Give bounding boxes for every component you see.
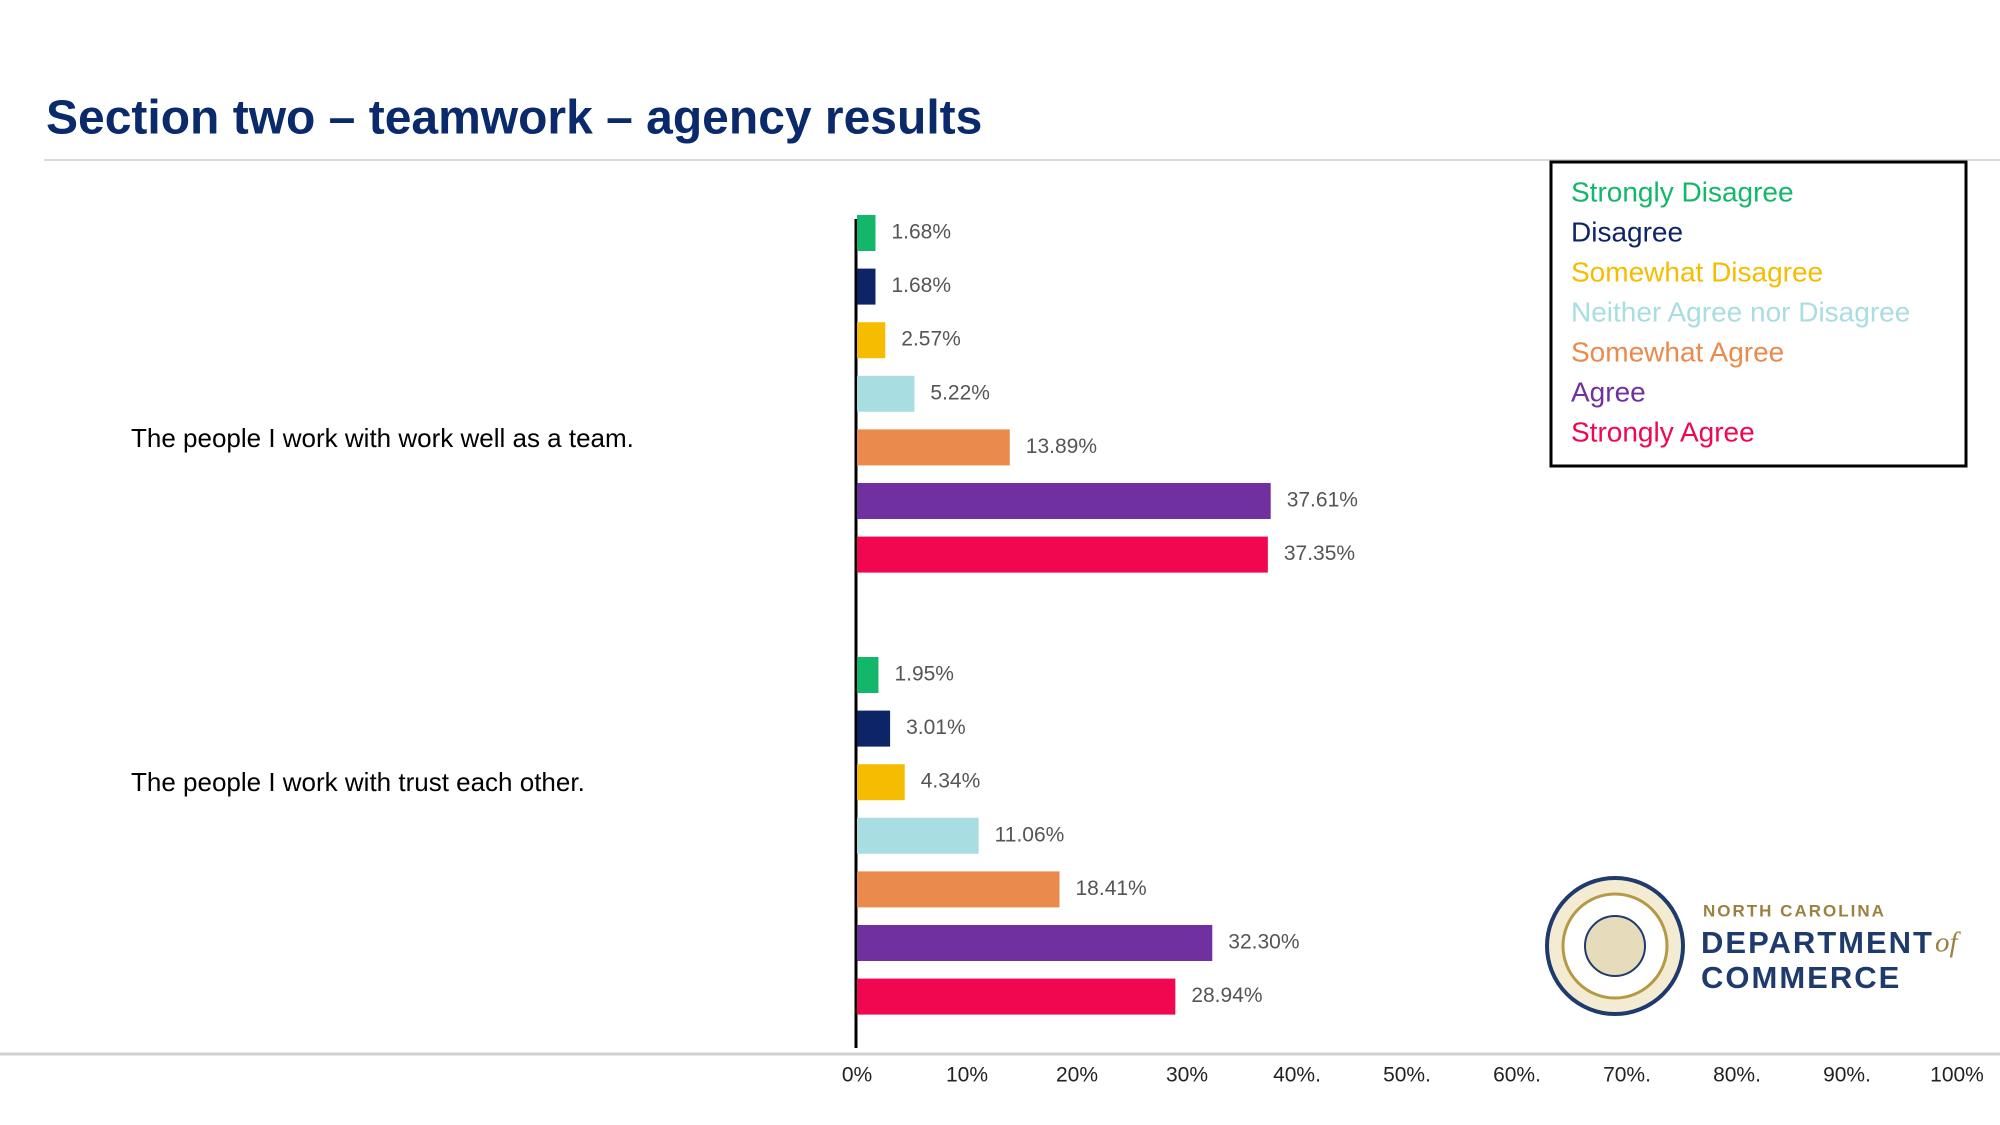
bar <box>857 871 1060 908</box>
value-label: 1.95% <box>894 663 954 686</box>
x-tick-label: 80%. <box>1713 1064 1761 1087</box>
seal-figure <box>1584 915 1646 977</box>
value-label: 18.41% <box>1076 877 1147 900</box>
value-label: 37.35% <box>1284 542 1355 565</box>
logo-line1: NORTH CAROLINA <box>1703 901 1886 920</box>
bar <box>857 657 879 693</box>
value-label: 32.30% <box>1228 931 1299 954</box>
x-tick-label: 60%. <box>1493 1064 1541 1087</box>
bar <box>857 925 1213 961</box>
value-label: 37.61% <box>1287 489 1358 512</box>
bar <box>857 817 979 854</box>
logo-line3: COMMERCE <box>1701 960 1901 995</box>
value-label: 3.01% <box>906 716 966 739</box>
value-label: 2.57% <box>901 328 961 351</box>
x-tick-label: 40%. <box>1273 1064 1321 1087</box>
legend-entry: Strongly Disagree <box>1571 176 1794 207</box>
x-tick-label: 70%. <box>1603 1064 1651 1087</box>
logo-of: of <box>1935 927 1962 959</box>
legend-entry: Strongly Agree <box>1571 416 1755 447</box>
legend-box <box>1549 160 1968 468</box>
x-tick-label: 30% <box>1166 1064 1208 1087</box>
value-label: 1.68% <box>891 221 951 244</box>
value-label: 1.68% <box>891 274 951 297</box>
bar <box>857 375 915 412</box>
legend-entry: Disagree <box>1571 216 1683 247</box>
bar <box>857 710 891 747</box>
value-label: 11.06% <box>995 823 1065 846</box>
bar <box>857 536 1268 573</box>
x-tick-label: 10% <box>946 1064 988 1087</box>
value-label: 4.34% <box>921 770 981 793</box>
value-label: 13.89% <box>1026 435 1097 458</box>
logo: NORTH CAROLINA DEPARTMENT of COMMERCE <box>1545 876 1962 1016</box>
legend-entry: Neither Agree nor Disagree <box>1571 296 1910 327</box>
value-label: 5.22% <box>930 381 990 404</box>
bar <box>857 483 1271 519</box>
x-tick-label: 0% <box>842 1064 872 1087</box>
bar <box>857 978 1176 1015</box>
x-tick-label: 100% <box>1930 1064 1984 1087</box>
legend-entry: Somewhat Agree <box>1571 336 1784 367</box>
bar <box>857 764 905 801</box>
title: Section two – teamwork – agency results <box>46 92 982 145</box>
logo-line2: DEPARTMENT <box>1701 925 1934 960</box>
x-tick-label: 90%. <box>1823 1064 1871 1087</box>
bar <box>857 215 876 251</box>
bar <box>857 429 1010 466</box>
category-label: The people I work with trust each other. <box>131 767 585 797</box>
legend-entry: Agree <box>1571 376 1646 407</box>
category-label: The people I work with work well as a te… <box>131 423 634 453</box>
value-label: 28.94% <box>1191 984 1262 1007</box>
x-tick-label: 20% <box>1056 1064 1098 1087</box>
legend-entry: Somewhat Disagree <box>1571 256 1823 287</box>
bar <box>857 322 886 359</box>
bar <box>857 268 876 305</box>
x-tick-label: 50%. <box>1383 1064 1431 1087</box>
